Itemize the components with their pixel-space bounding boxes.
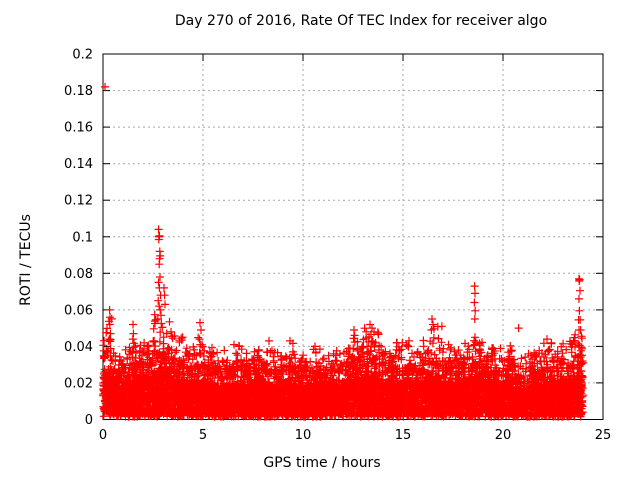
- x-tick-label: 10: [295, 428, 312, 443]
- y-tick-label: 0.1: [72, 230, 93, 245]
- plot-border: [102, 53, 604, 420]
- y-tick-label: 0.16: [64, 121, 93, 136]
- x-tick-label: 20: [495, 428, 512, 443]
- y-tick-label: 0: [85, 413, 93, 428]
- x-tick-label: 25: [595, 428, 612, 443]
- chart-title: Day 270 of 2016, Rate Of TEC Index for r…: [175, 13, 547, 29]
- x-tick-label: 5: [199, 428, 207, 443]
- y-tick-label: 0.12: [64, 194, 93, 209]
- roti-outlier-points: [101, 82, 585, 351]
- x-axis-label: GPS time / hours: [263, 455, 380, 471]
- y-tick-label: 0.02: [64, 376, 93, 391]
- roti-noise-band-points: [99, 310, 587, 421]
- tick-labels: 0 0.02 0.04 0.06 0.08 0.1 0.12 0.14 0.16 0.18 0.2 0…: [64, 48, 611, 444]
- y-tick-label: 0.18: [64, 84, 93, 99]
- grid-lines: [103, 54, 603, 420]
- y-tick-label: 0.14: [64, 157, 93, 172]
- y-tick-label: 0.06: [64, 303, 93, 318]
- y-tick-label: 0.08: [64, 267, 93, 282]
- scatter-points: [99, 82, 587, 421]
- y-axis-label: ROTI / TECUs: [18, 214, 34, 306]
- x-tick-label: 15: [395, 428, 412, 443]
- y-tick-label: 0.2: [72, 48, 93, 63]
- y-tick-label: 0.04: [64, 340, 93, 355]
- x-tick-label: 0: [99, 428, 107, 443]
